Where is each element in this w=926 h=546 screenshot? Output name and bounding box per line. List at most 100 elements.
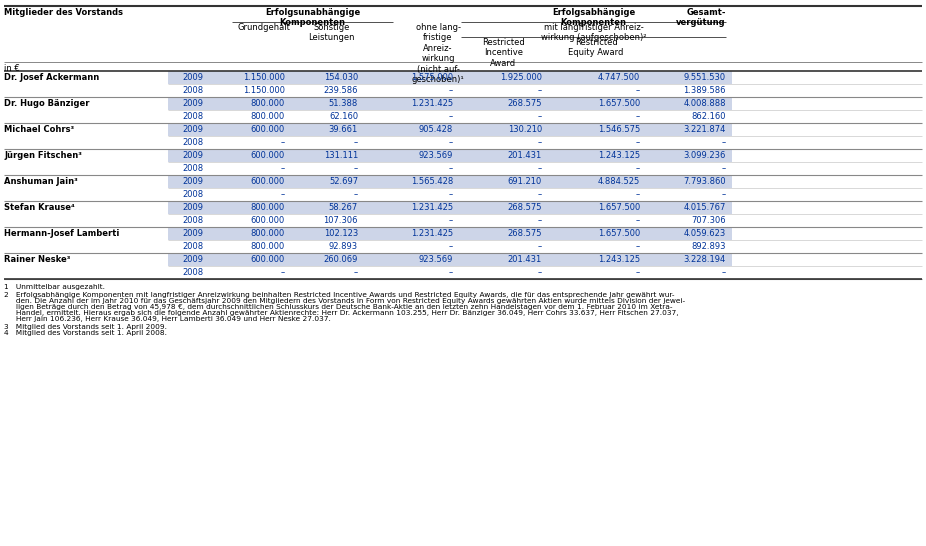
Text: 1.657.500: 1.657.500 <box>598 229 640 238</box>
Text: 2008: 2008 <box>182 86 204 95</box>
Text: –: – <box>538 86 542 95</box>
Text: 1.231.425: 1.231.425 <box>411 203 453 212</box>
Text: 52.697: 52.697 <box>329 177 358 186</box>
Text: –: – <box>538 268 542 277</box>
Text: 800.000: 800.000 <box>251 99 285 108</box>
Text: 1.657.500: 1.657.500 <box>598 203 640 212</box>
Text: 4.059.623: 4.059.623 <box>683 229 726 238</box>
Bar <box>168 227 732 240</box>
Text: –: – <box>538 164 542 173</box>
Text: –: – <box>354 190 358 199</box>
Text: 923.569: 923.569 <box>419 255 453 264</box>
Text: 600.000: 600.000 <box>251 125 285 134</box>
Text: 923.569: 923.569 <box>419 151 453 160</box>
Text: 3.221.874: 3.221.874 <box>683 125 726 134</box>
Text: 1.150.000: 1.150.000 <box>243 86 285 95</box>
Text: 2008: 2008 <box>182 216 204 225</box>
Text: 102.123: 102.123 <box>324 229 358 238</box>
Text: 2009: 2009 <box>182 229 204 238</box>
Text: 201.431: 201.431 <box>507 255 542 264</box>
Text: –: – <box>721 190 726 199</box>
Text: –: – <box>449 138 453 147</box>
Text: –: – <box>636 164 640 173</box>
Text: –: – <box>449 216 453 225</box>
Text: 2008: 2008 <box>182 138 204 147</box>
Text: –: – <box>281 164 285 173</box>
Text: 600.000: 600.000 <box>251 151 285 160</box>
Text: –: – <box>636 242 640 251</box>
Bar <box>168 71 732 84</box>
Text: 2008: 2008 <box>182 242 204 251</box>
Text: Grundgehalt: Grundgehalt <box>237 23 290 32</box>
Text: Erfolgsabhängige
Komponenten: Erfolgsabhängige Komponenten <box>552 8 635 27</box>
Text: 1.925.000: 1.925.000 <box>500 73 542 82</box>
Text: 4   Mitglied des Vorstands seit 1. April 2008.: 4 Mitglied des Vorstands seit 1. April 2… <box>4 330 167 336</box>
Text: –: – <box>721 164 726 173</box>
Text: –: – <box>449 242 453 251</box>
Text: 2009: 2009 <box>182 255 204 264</box>
Text: 4.884.525: 4.884.525 <box>598 177 640 186</box>
Text: 3.099.236: 3.099.236 <box>683 151 726 160</box>
Text: –: – <box>721 268 726 277</box>
Text: –: – <box>538 138 542 147</box>
Text: 1.243.125: 1.243.125 <box>598 255 640 264</box>
Text: 107.306: 107.306 <box>323 216 358 225</box>
Text: 800.000: 800.000 <box>251 242 285 251</box>
Text: –: – <box>636 86 640 95</box>
Text: 4.747.500: 4.747.500 <box>598 73 640 82</box>
Text: 2008: 2008 <box>182 112 204 121</box>
Bar <box>168 123 732 136</box>
Text: 239.586: 239.586 <box>323 86 358 95</box>
Text: Jürgen Fitschen³: Jürgen Fitschen³ <box>4 151 81 159</box>
Text: ligen Beträge durch den Betrag von 45,978 €, dem durchschnittlichen Schlusskurs : ligen Beträge durch den Betrag von 45,97… <box>4 304 672 310</box>
Text: Dr. Josef Ackermann: Dr. Josef Ackermann <box>4 73 99 81</box>
Text: Rainer Neske³: Rainer Neske³ <box>4 254 70 264</box>
Text: –: – <box>354 164 358 173</box>
Text: Mitglieder des Vorstands: Mitglieder des Vorstands <box>4 8 123 17</box>
Text: Stefan Krause⁴: Stefan Krause⁴ <box>4 203 75 211</box>
Text: –: – <box>721 138 726 147</box>
Text: 1.243.125: 1.243.125 <box>598 151 640 160</box>
Text: 51.388: 51.388 <box>329 99 358 108</box>
Bar <box>168 201 732 213</box>
Text: –: – <box>354 138 358 147</box>
Bar <box>168 97 732 110</box>
Text: 1.150.000: 1.150.000 <box>243 73 285 82</box>
Text: –: – <box>538 216 542 225</box>
Text: mit langfristiger Anreiz-
wirkung (aufgeschoben)²: mit langfristiger Anreiz- wirkung (aufge… <box>541 23 646 43</box>
Text: 2009: 2009 <box>182 151 204 160</box>
Text: –: – <box>449 86 453 95</box>
Text: 1   Unmittelbar ausgezahlt.: 1 Unmittelbar ausgezahlt. <box>4 284 105 290</box>
Text: 800.000: 800.000 <box>251 203 285 212</box>
Text: 800.000: 800.000 <box>251 229 285 238</box>
Text: Anshuman Jain³: Anshuman Jain³ <box>4 176 78 186</box>
Text: –: – <box>449 268 453 277</box>
Text: –: – <box>281 190 285 199</box>
Text: Erfolgsunabhängige
Komponenten: Erfolgsunabhängige Komponenten <box>265 8 360 27</box>
Text: 905.428: 905.428 <box>419 125 453 134</box>
Text: 260.069: 260.069 <box>323 255 358 264</box>
Text: 9.551.530: 9.551.530 <box>684 73 726 82</box>
Text: 2008: 2008 <box>182 268 204 277</box>
Text: 2   Erfolgsabhängige Komponenten mit langfristiger Anreizwirkung beinhalten Rest: 2 Erfolgsabhängige Komponenten mit langf… <box>4 292 674 298</box>
Text: 268.575: 268.575 <box>507 99 542 108</box>
Text: –: – <box>354 268 358 277</box>
Text: 2008: 2008 <box>182 190 204 199</box>
Text: Restricted
Equity Award: Restricted Equity Award <box>569 38 624 57</box>
Text: 131.111: 131.111 <box>324 151 358 160</box>
Text: 4.008.888: 4.008.888 <box>683 99 726 108</box>
Text: Gesamt-
vergütung: Gesamt- vergütung <box>676 8 726 27</box>
Text: 92.893: 92.893 <box>329 242 358 251</box>
Text: 58.267: 58.267 <box>329 203 358 212</box>
Text: 1.565.428: 1.565.428 <box>411 177 453 186</box>
Text: 2009: 2009 <box>182 99 204 108</box>
Text: –: – <box>449 112 453 121</box>
Text: 600.000: 600.000 <box>251 177 285 186</box>
Bar <box>168 175 732 188</box>
Text: 39.661: 39.661 <box>329 125 358 134</box>
Text: –: – <box>636 112 640 121</box>
Text: 1.575.000: 1.575.000 <box>411 73 453 82</box>
Text: 3.228.194: 3.228.194 <box>683 255 726 264</box>
Text: Hermann-Josef Lamberti: Hermann-Josef Lamberti <box>4 228 119 238</box>
Text: –: – <box>636 216 640 225</box>
